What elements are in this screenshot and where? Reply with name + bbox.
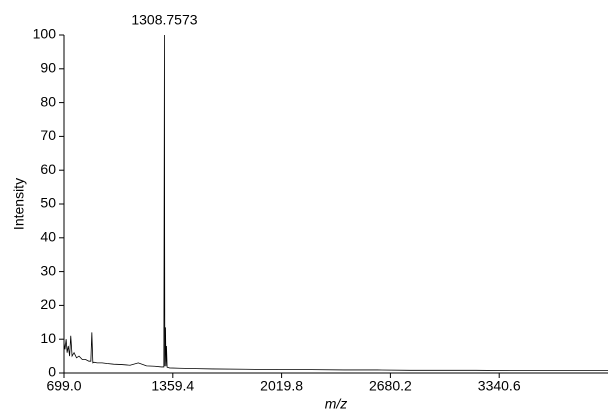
y-tick-label: 0 xyxy=(48,364,56,380)
y-tick-label: 30 xyxy=(40,262,56,278)
y-tick-label: 10 xyxy=(40,330,56,346)
y-tick-label: 40 xyxy=(40,229,56,245)
y-tick-label: 50 xyxy=(40,195,56,211)
x-tick-label: 1359.4 xyxy=(151,378,194,394)
x-tick-label: 2019.8 xyxy=(260,378,303,394)
y-tick-label: 90 xyxy=(40,60,56,76)
y-tick-label: 100 xyxy=(33,26,57,42)
y-tick-label: 60 xyxy=(40,161,56,177)
y-tick-label: 80 xyxy=(40,93,56,109)
y-tick-label: 20 xyxy=(40,296,56,312)
x-axis-title: m/z xyxy=(325,396,348,412)
y-tick-label: 70 xyxy=(40,127,56,143)
peak-label: 1308.7573 xyxy=(131,12,197,28)
x-tick-label: 699.0 xyxy=(46,378,81,394)
spectrum-line xyxy=(63,34,608,372)
y-axis-title: Intensity xyxy=(11,178,27,230)
x-tick-label: 3340.6 xyxy=(478,378,521,394)
x-tick-label: 2680.2 xyxy=(369,378,412,394)
